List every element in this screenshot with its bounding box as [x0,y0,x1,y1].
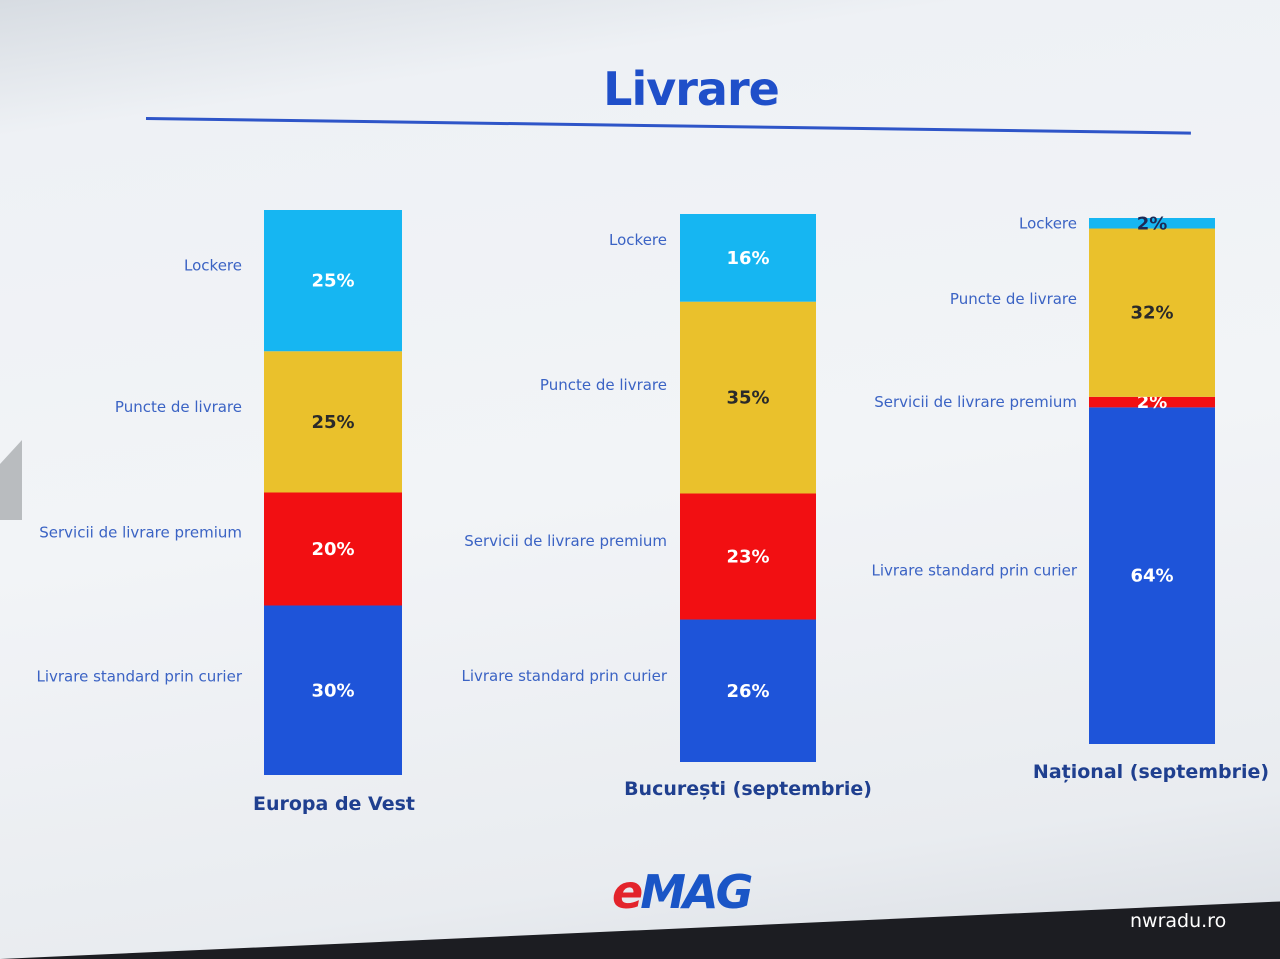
bar-segment [1089,218,1215,229]
segment-category-label: Livrare standard prin curier [871,562,1077,580]
bar-data-label: 20% [311,539,354,560]
group-axis-label: București (septembrie) [624,778,872,800]
watermark: nwradu.ro [1130,910,1227,932]
segment-category-label: Lockere [1019,214,1077,232]
bar-segment [680,214,816,302]
logo-mag: MAG [640,865,753,919]
segment-category-label: Livrare standard prin curier [461,667,667,685]
bar-data-label: 32% [1130,303,1173,324]
bar-data-label: 2% [1137,213,1168,234]
bar-segment [680,493,816,620]
segment-category-label: Lockere [609,231,667,249]
bar-segment [264,492,402,606]
segment-category-label: Puncte de livrare [950,290,1077,308]
bar-segment [264,210,402,352]
bar-segment [264,605,402,775]
bar-data-label: 35% [726,388,769,409]
bar-segment [264,351,402,493]
segment-category-label: Livrare standard prin curier [36,668,242,686]
group-axis-label: Europa de Vest [253,793,415,815]
segment-category-label: Puncte de livrare [115,398,242,416]
bar-data-label: 26% [726,681,769,702]
left-edge-object [0,440,22,520]
bar-segment [680,301,816,494]
bar-data-label: 16% [726,248,769,269]
bar-data-label: 25% [311,271,354,292]
bar-data-label: 25% [311,412,354,433]
bar-data-label: 30% [311,680,354,701]
bar-data-label: 64% [1130,566,1173,587]
segment-category-label: Lockere [184,257,242,275]
bar-segment [1089,396,1215,408]
bar-segment [680,619,816,762]
segment-category-label: Puncte de livrare [540,376,667,394]
bar-data-label: 23% [726,547,769,568]
segment-category-label: Servicii de livrare premium [874,393,1077,411]
emag-logo: eMAG [612,862,782,922]
group-axis-label: Național (septembrie) [1033,761,1269,783]
logo-e: e [612,865,643,919]
segment-category-label: Servicii de livrare premium [39,524,242,542]
segment-category-label: Servicii de livrare premium [464,532,667,550]
bar-data-label: 2% [1137,392,1168,413]
bar-segment [1089,228,1215,397]
chart-title: Livrare [603,62,780,116]
bar-segment [1089,407,1215,744]
